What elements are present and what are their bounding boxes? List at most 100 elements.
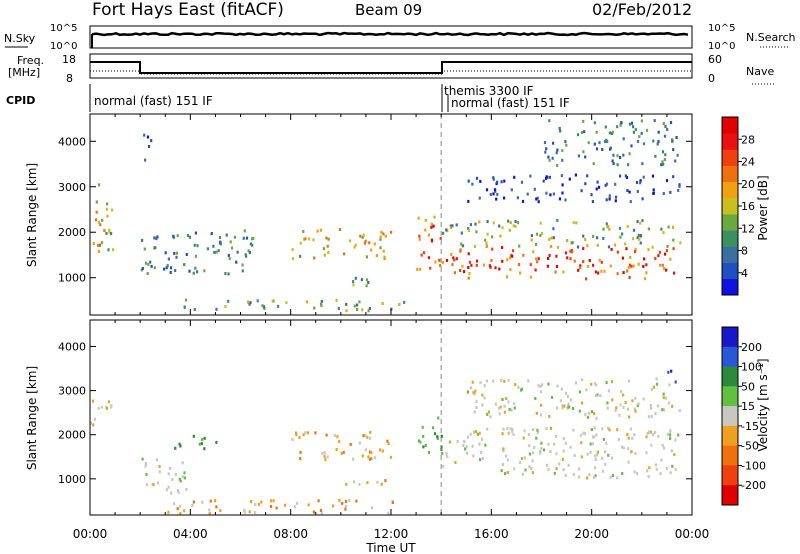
data-cell (174, 446, 177, 450)
data-cell (101, 218, 104, 222)
data-cell (663, 267, 666, 271)
data-cell (484, 443, 487, 447)
data-cell (91, 399, 95, 403)
nave-tick-top: 60 (708, 53, 722, 66)
data-cell (214, 499, 217, 503)
data-cell (661, 150, 665, 154)
data-cell (599, 394, 602, 397)
power-frame (89, 113, 693, 316)
data-cell (622, 406, 625, 410)
data-cell (248, 510, 251, 514)
data-cell (595, 147, 599, 151)
data-cell (601, 469, 605, 473)
data-cell (302, 230, 305, 233)
data-cell (608, 428, 611, 432)
data-cell (518, 244, 521, 248)
data-cell (670, 369, 673, 373)
data-cell (657, 130, 660, 134)
data-cell (593, 121, 596, 125)
data-cell (562, 449, 565, 453)
nsky-tick-bottom: 10^0 (50, 41, 77, 52)
cpid-segment-1: normal (fast) 151 IF (94, 94, 213, 108)
data-cell (652, 433, 655, 437)
data-cell (627, 379, 631, 383)
data-cell (614, 182, 617, 186)
data-cell (338, 439, 341, 443)
data-cell (323, 451, 326, 455)
data-cell (661, 160, 664, 164)
data-cell (662, 396, 665, 400)
data-cell (520, 180, 524, 184)
data-cell (647, 227, 650, 231)
data-cell (433, 215, 436, 219)
data-cell (573, 259, 576, 263)
data-cell (629, 427, 632, 431)
data-cell (665, 179, 669, 183)
data-cell (360, 278, 363, 282)
data-cell (150, 264, 153, 268)
data-cell (580, 131, 584, 134)
colorbar-swatch (722, 327, 738, 348)
data-cell (585, 277, 588, 281)
data-cell (546, 264, 549, 268)
data-cell (442, 231, 445, 235)
data-cell (502, 427, 505, 431)
data-cell (501, 463, 504, 466)
cpid-segment-3: normal (fast) 151 IF (451, 96, 570, 110)
data-cell (272, 499, 275, 503)
data-cell (217, 249, 220, 253)
data-cell (572, 221, 575, 225)
data-cell (361, 308, 364, 312)
data-cell (633, 470, 636, 474)
data-cell (496, 192, 499, 196)
data-cell (427, 256, 431, 260)
data-cell (370, 248, 373, 252)
data-cell (299, 254, 302, 258)
data-cell (242, 236, 245, 240)
data-cell (305, 300, 308, 304)
data-cell (622, 137, 625, 141)
data-cell (378, 448, 382, 452)
data-cell (542, 179, 545, 183)
data-cell (663, 134, 667, 138)
data-cell (455, 257, 458, 261)
data-cell (500, 180, 503, 184)
data-cell (609, 475, 612, 479)
data-cell (481, 403, 484, 407)
data-cell (624, 242, 627, 246)
data-cell (430, 238, 433, 242)
data-cell (512, 433, 515, 437)
data-cell (582, 119, 585, 123)
data-cell (604, 450, 607, 454)
data-cell (156, 481, 160, 485)
data-cell (419, 267, 422, 271)
data-cell (183, 476, 187, 480)
data-cell (502, 447, 505, 451)
data-cell (595, 130, 598, 134)
data-cell (193, 308, 196, 311)
data-cell (179, 504, 182, 508)
data-cell (501, 259, 504, 263)
colorbar-swatch (722, 485, 738, 506)
data-cell (492, 192, 495, 196)
data-cell (424, 218, 427, 222)
data-cell (345, 302, 348, 306)
data-cell (362, 233, 365, 237)
data-cell (597, 271, 600, 275)
data-cell (544, 150, 547, 154)
data-cell (529, 263, 532, 267)
data-cell (621, 232, 624, 236)
data-cell (219, 242, 222, 246)
data-cell (434, 260, 437, 264)
data-cell (446, 455, 449, 459)
data-cell (365, 278, 369, 282)
colorbar-swatch (722, 262, 738, 280)
data-cell (579, 264, 582, 268)
data-cell (619, 123, 622, 127)
data-cell (320, 300, 323, 303)
data-cell (581, 378, 584, 382)
time-tick-label: 20:00 (574, 527, 609, 541)
data-cell (651, 245, 654, 249)
data-cell (143, 247, 146, 251)
data-cell (110, 405, 113, 409)
